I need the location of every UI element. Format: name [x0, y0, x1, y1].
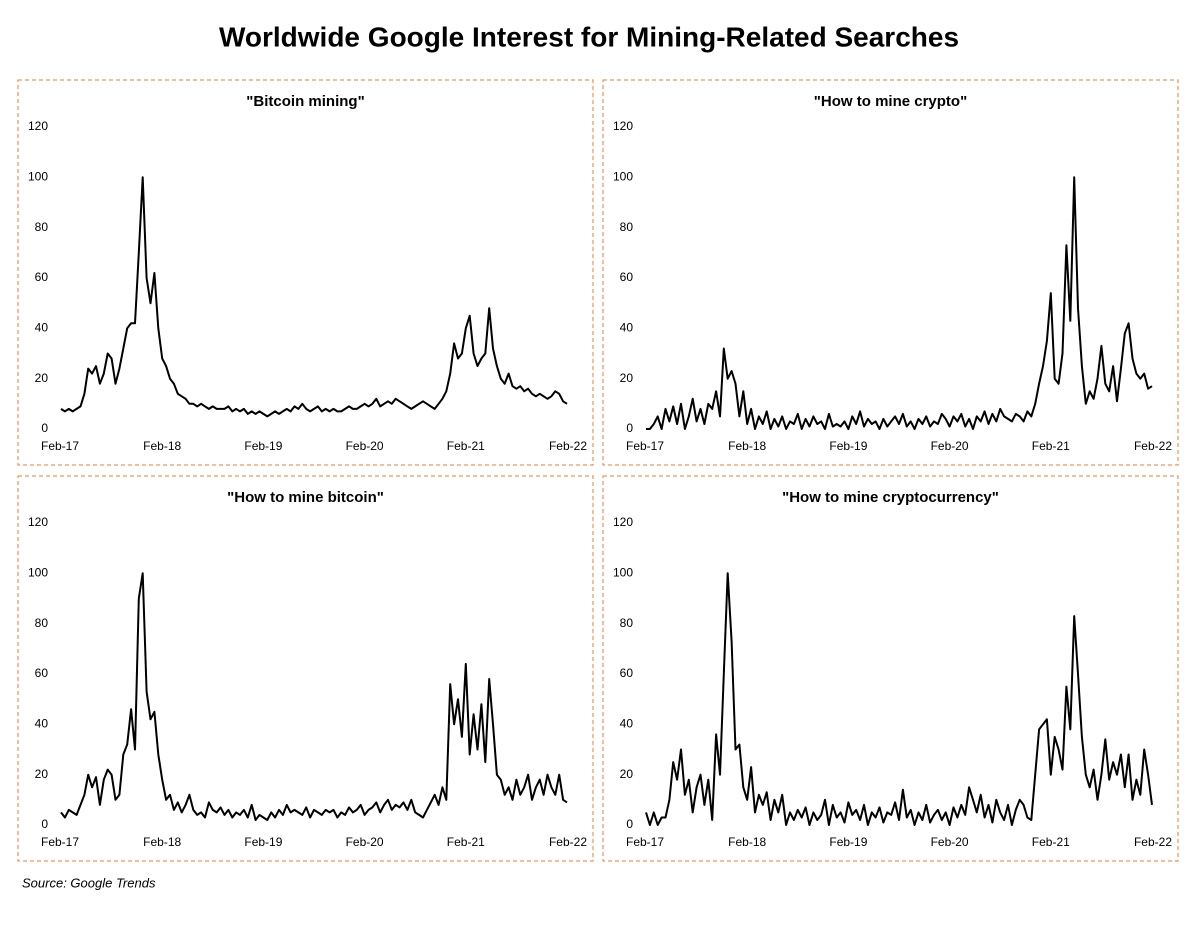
- y-tick-label: 40: [620, 321, 634, 335]
- data-line: [645, 572, 1153, 826]
- y-tick-label: 100: [28, 170, 48, 184]
- panel-border: [602, 475, 1179, 862]
- y-tick-label: 80: [620, 616, 634, 630]
- panel-title: "How to mine bitcoin": [227, 489, 384, 506]
- y-tick-label: 100: [28, 566, 48, 580]
- x-tick-label: Feb-22: [549, 835, 587, 849]
- y-tick-label: 20: [620, 371, 634, 385]
- panel-border: [602, 79, 1179, 466]
- y-tick-label: 0: [626, 817, 633, 831]
- x-tick-label: Feb-22: [1134, 835, 1172, 849]
- x-tick-label: Feb-21: [1032, 439, 1070, 453]
- x-tick-label: Feb-21: [1032, 835, 1070, 849]
- x-tick-label: Feb-18: [143, 439, 181, 453]
- x-tick-label: Feb-18: [728, 439, 766, 453]
- y-tick-label: 60: [35, 270, 49, 284]
- y-tick-label: 80: [620, 220, 634, 234]
- x-tick-label: Feb-20: [346, 835, 384, 849]
- y-tick-label: 120: [613, 119, 633, 133]
- data-line: [646, 176, 1153, 430]
- y-tick-label: 100: [613, 566, 633, 580]
- x-tick-label: Feb-17: [626, 439, 664, 453]
- y-tick-label: 120: [613, 515, 633, 529]
- panel-border: [17, 79, 594, 466]
- y-tick-label: 120: [28, 515, 48, 529]
- source-note: Source: Google Trends: [22, 875, 156, 890]
- data-line: [60, 176, 568, 418]
- y-tick-label: 60: [620, 666, 634, 680]
- panel-title: "Bitcoin mining": [246, 93, 364, 110]
- x-tick-label: Feb-19: [244, 439, 282, 453]
- x-tick-label: Feb-19: [244, 835, 282, 849]
- y-tick-label: 40: [35, 321, 49, 335]
- y-tick-label: 0: [41, 421, 48, 435]
- y-tick-label: 80: [35, 220, 49, 234]
- page-title: Worldwide Google Interest for Mining-Rel…: [219, 21, 959, 52]
- x-tick-label: Feb-17: [626, 835, 664, 849]
- x-tick-label: Feb-21: [447, 439, 485, 453]
- y-tick-label: 0: [41, 817, 48, 831]
- y-tick-label: 20: [35, 767, 49, 781]
- y-tick-label: 40: [620, 717, 634, 731]
- panel-title: "How to mine crypto": [814, 93, 967, 110]
- data-line: [60, 572, 568, 821]
- panel-title: "How to mine cryptocurrency": [782, 489, 999, 506]
- y-tick-label: 0: [626, 421, 633, 435]
- x-tick-label: Feb-21: [447, 835, 485, 849]
- x-tick-label: Feb-22: [549, 439, 587, 453]
- y-tick-label: 120: [28, 119, 48, 133]
- y-tick-label: 40: [35, 717, 49, 731]
- x-tick-label: Feb-19: [829, 439, 867, 453]
- y-tick-label: 60: [620, 270, 634, 284]
- x-tick-label: Feb-18: [143, 835, 181, 849]
- x-tick-label: Feb-17: [41, 439, 79, 453]
- x-tick-label: Feb-22: [1134, 439, 1172, 453]
- y-tick-label: 20: [620, 767, 634, 781]
- y-tick-label: 60: [35, 666, 49, 680]
- x-tick-label: Feb-19: [829, 835, 867, 849]
- panel-border: [17, 475, 594, 862]
- x-tick-label: Feb-20: [346, 439, 384, 453]
- x-tick-label: Feb-20: [931, 439, 969, 453]
- y-tick-label: 80: [35, 616, 49, 630]
- y-tick-label: 100: [613, 170, 633, 184]
- x-tick-label: Feb-18: [728, 835, 766, 849]
- x-tick-label: Feb-20: [931, 835, 969, 849]
- x-tick-label: Feb-17: [41, 835, 79, 849]
- y-tick-label: 20: [35, 371, 49, 385]
